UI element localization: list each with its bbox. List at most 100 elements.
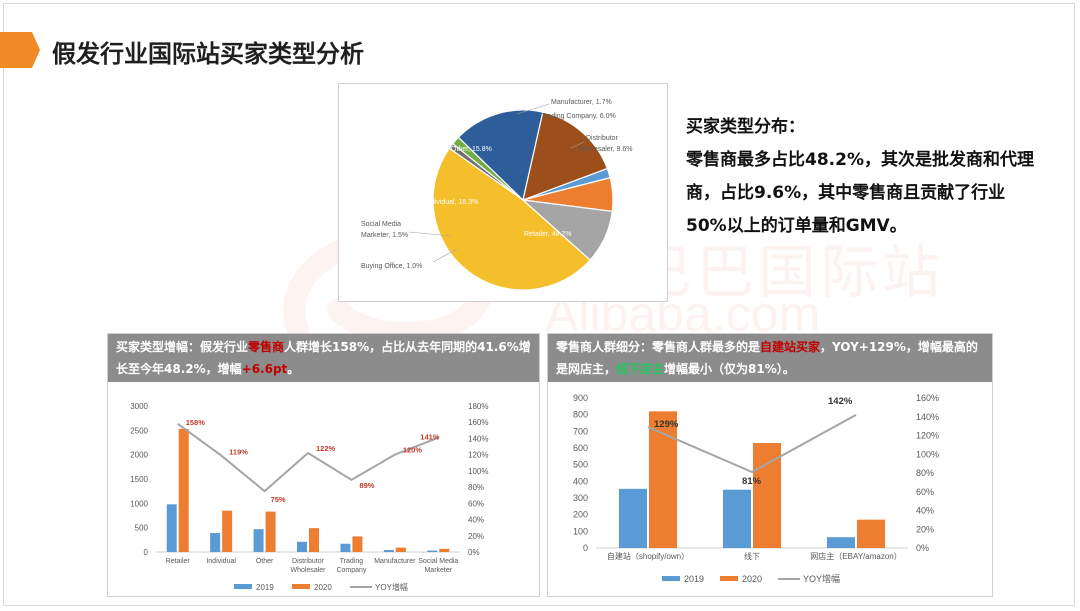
bar-2020	[352, 536, 363, 552]
y2-axis-tick-label: 100%	[916, 449, 939, 459]
legend-label-yoy: YOY增幅	[375, 582, 408, 592]
y2-axis-tick-label: 160%	[916, 393, 939, 403]
bar-2020	[395, 547, 406, 552]
x-axis-tick-label: Wholesaler	[290, 567, 326, 574]
y2-axis-tick-label: 60%	[468, 499, 484, 508]
pie-slice-label: Manufacturer, 1.7%	[551, 99, 612, 106]
header-lead: 零售商人群细分：	[556, 340, 653, 354]
header-growth-pt: +6.6pt	[241, 362, 288, 376]
bar-2019	[827, 537, 855, 548]
yoy-data-label: 142%	[828, 396, 853, 407]
bar-2020	[222, 510, 233, 552]
y2-axis-tick-label: 40%	[468, 516, 484, 525]
bar-2019	[297, 541, 307, 552]
pie-slice-label: Individual, 16.3%	[425, 199, 478, 206]
header-text-2: 人群增长158%，占比从去年同期的41.6%增长至今年48.2%，增幅	[116, 340, 531, 376]
slide-frame	[3, 3, 1075, 606]
y2-axis-tick-label: 20%	[916, 524, 934, 534]
y-axis-tick-label: 300	[573, 493, 588, 503]
legend-label-2019: 2019	[256, 583, 274, 592]
buyer-type-growth-panel: 买家类型增幅：假发行业零售商人群增长158%，占比从去年同期的41.6%增长至今…	[107, 333, 540, 597]
title-accent-bar	[0, 32, 40, 68]
y2-axis-tick-label: 20%	[468, 532, 484, 541]
buyer-type-growth-chart: 0 500 1000 1500 2000 2500 3000 0% 20% 40% 60% 80% 10…	[130, 402, 488, 592]
y-axis-tick-label: 700	[573, 426, 588, 436]
bar-2019	[383, 550, 394, 552]
header-text-2: ，YOY+129%，增幅最高的是网店主，	[556, 340, 978, 376]
y-axis-tick-label: 500	[135, 524, 149, 533]
buyer-type-growth-header: 买家类型增幅：假发行业零售商人群增长158%，占比从去年同期的41.6%增长至今…	[108, 334, 539, 382]
legend-swatch-2020	[292, 584, 310, 589]
x-axis-tick-label: Company	[336, 567, 366, 574]
pie-leader-line	[408, 231, 452, 237]
bar-2020	[178, 428, 189, 552]
y-axis-tick-label: 900	[573, 393, 588, 403]
y2-axis-tick-label: 0%	[916, 543, 929, 553]
yoy-line	[177, 423, 439, 493]
y-axis-tick-label: 800	[573, 410, 588, 420]
yoy-data-label: 75%	[271, 495, 286, 504]
header-text-3: 增幅最小（仅为81%）。	[664, 362, 795, 376]
legend-label-2019: 2019	[684, 574, 704, 584]
y-axis-tick-label: 0	[583, 543, 588, 553]
y-axis-tick-label: 2500	[130, 426, 148, 435]
x-axis-tick-label: Trading	[340, 558, 364, 565]
legend-label-2020: 2020	[742, 574, 762, 584]
pie-leader-line	[432, 248, 458, 263]
pie-slice	[457, 109, 544, 202]
header-lead: 买家类型增幅：	[116, 340, 201, 354]
y-axis-tick-label: 600	[573, 443, 588, 453]
y2-axis-tick-label: 0%	[468, 548, 480, 557]
pie-slice-label: Marketer, 1.5%	[361, 232, 408, 239]
yoy-data-label: 122%	[316, 444, 336, 453]
yoy-data-label: 119%	[229, 447, 248, 456]
pie-slice	[522, 111, 609, 201]
x-axis-tick-label: Distributor	[292, 558, 325, 565]
x-axis-tick-label: Manufacturer	[374, 558, 416, 565]
pie-slice-label: Distributor	[586, 135, 619, 142]
y2-axis-tick-label: 80%	[468, 483, 484, 492]
x-axis-tick-label: 线下	[744, 551, 760, 561]
y2-axis-tick-label: 140%	[916, 412, 939, 422]
bar-2020	[439, 548, 450, 552]
y2-axis-tick-label: 160%	[468, 418, 488, 427]
x-axis-tick-label: Retailer	[166, 558, 191, 565]
pie-slice-label: Social Media	[361, 221, 401, 228]
bar-2020	[309, 528, 319, 552]
legend-swatch-2020	[720, 576, 738, 581]
y-axis-tick-label: 1000	[130, 499, 148, 508]
y2-axis-tick-label: 100%	[468, 467, 488, 476]
y-axis-tick-label: 500	[573, 460, 588, 470]
yoy-data-label: 120%	[403, 446, 423, 455]
bar-2019	[340, 543, 351, 552]
bar-2019	[723, 489, 751, 548]
bar-2019	[166, 504, 177, 552]
x-axis-tick-label: 网店主（EBAY/amazon）	[810, 551, 901, 561]
pie-slice	[432, 147, 591, 291]
pie-slice-label: Buying Office, 1.0%	[361, 263, 422, 270]
yoy-data-label: 89%	[359, 481, 374, 490]
header-highlight-own-site: 自建站买家	[760, 340, 821, 354]
x-axis-tick-label: 自建站（shopify/own）	[607, 551, 689, 561]
bar-2019	[210, 533, 221, 552]
pie-slice-label: Wholesaler, 9.6%	[578, 146, 632, 153]
pie-leader-line	[570, 141, 585, 149]
header-highlight-offline: 线下店主	[616, 362, 665, 376]
y2-axis-tick-label: 180%	[468, 402, 488, 411]
retailer-segment-header: 零售商人群细分：零售商人群最多的是自建站买家，YOY+129%，增幅最高的是网店…	[548, 334, 992, 382]
bar-2019	[427, 550, 438, 552]
yoy-line	[647, 413, 857, 474]
yoy-data-label: 158%	[186, 418, 206, 427]
legend-swatch-2019	[234, 584, 252, 589]
pie-slice-label: Trading Company, 6.0%	[541, 113, 616, 120]
y2-axis-tick-label: 80%	[916, 468, 934, 478]
legend-swatch-2019	[662, 576, 680, 581]
y-axis-tick-label: 200	[573, 510, 588, 520]
x-axis-tick-label: Individual	[206, 558, 236, 565]
y-axis-tick-label: 100	[573, 526, 588, 536]
pie-slice	[521, 199, 613, 261]
y-axis-tick-label: 1500	[130, 475, 148, 484]
y-axis-tick-label: 2000	[130, 451, 148, 460]
x-axis-tick-label: Other	[256, 558, 274, 565]
yoy-data-label: 81%	[742, 476, 762, 487]
